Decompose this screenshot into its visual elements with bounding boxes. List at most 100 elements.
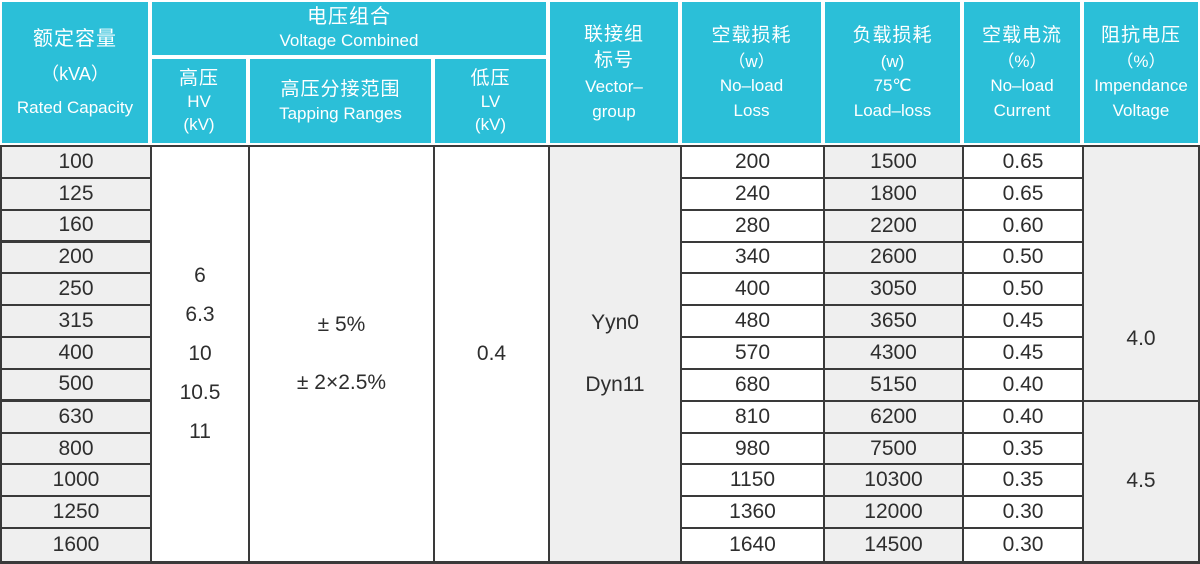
capacity-cell: 630 bbox=[2, 401, 152, 434]
header-no-load-loss-en1: No–load bbox=[719, 76, 784, 96]
capacity-cell: 100 bbox=[2, 147, 152, 179]
hv-values-cell: 6 6.3 10 10.5 11 bbox=[152, 147, 250, 561]
hv-value: 11 bbox=[189, 419, 211, 443]
header-impedance-zh: 阻抗电压 bbox=[1100, 24, 1181, 46]
no-load-current-cell: 0.30 bbox=[964, 529, 1084, 561]
header-no-load-current-zh: 空载电流 bbox=[981, 24, 1062, 46]
header-no-load-current-unit: （%） bbox=[997, 51, 1047, 71]
load-loss-cell: 2600 bbox=[825, 242, 964, 275]
capacity-cell: 315 bbox=[2, 306, 152, 339]
no-load-loss-cell: 340 bbox=[682, 242, 825, 275]
load-loss-cell: 1500 bbox=[825, 147, 964, 179]
header-no-load-loss-zh: 空载损耗 bbox=[711, 24, 792, 46]
header-lv: 低压 LV (kV) bbox=[435, 59, 546, 143]
load-loss-cell: 10300 bbox=[825, 465, 964, 498]
header-voltage-combined-group: 电压组合 Voltage Combined 高压 HV (kV) 高压分接范围 … bbox=[150, 0, 548, 145]
capacity-cell: 500 bbox=[2, 369, 152, 402]
no-load-loss-cell: 240 bbox=[682, 178, 825, 211]
tapping-ranges-cell: ± 5% ± 2×2.5% bbox=[250, 147, 435, 561]
header-no-load-current-en1: No–load bbox=[990, 76, 1054, 96]
header-vector-en2: group bbox=[592, 101, 636, 121]
lv-value: 0.4 bbox=[476, 341, 507, 365]
no-load-current-cell: 0.35 bbox=[964, 465, 1084, 498]
tapping-value: ± 2×2.5% bbox=[296, 370, 387, 394]
no-load-loss-cell: 200 bbox=[682, 147, 825, 179]
header-voltage-combined: 电压组合 Voltage Combined bbox=[152, 2, 546, 55]
load-loss-cell: 2200 bbox=[825, 210, 964, 243]
hv-value: 6 bbox=[194, 263, 206, 287]
hv-value: 6.3 bbox=[185, 302, 215, 326]
no-load-current-cell: 0.30 bbox=[964, 497, 1084, 530]
no-load-current-cell: 0.40 bbox=[964, 401, 1084, 434]
header-lv-en: LV bbox=[480, 92, 501, 112]
header-rated-capacity-unit: （kVA） bbox=[41, 63, 109, 84]
load-loss-cell: 7500 bbox=[825, 433, 964, 466]
header-vector-en1: Vector– bbox=[585, 77, 643, 97]
tapping-value: ± 5% bbox=[317, 312, 366, 336]
header-load-loss-en: Load–loss bbox=[853, 100, 932, 120]
header-no-load-current: 空载电流 （%） No–load Current bbox=[964, 2, 1080, 143]
no-load-loss-cell: 1640 bbox=[682, 529, 825, 561]
capacity-cell: 1250 bbox=[2, 497, 152, 530]
capacity-cell: 400 bbox=[2, 338, 152, 370]
header-lv-unit: (kV) bbox=[474, 114, 507, 134]
vector-group-cell: Yyn0 Dyn11 bbox=[550, 147, 682, 561]
hv-value: 10.5 bbox=[179, 380, 221, 404]
header-rated-capacity-en: Rated Capacity bbox=[16, 97, 134, 117]
load-loss-cell: 14500 bbox=[825, 529, 964, 561]
no-load-loss-cell: 480 bbox=[682, 306, 825, 339]
header-voltage-combined-zh: 电压组合 bbox=[307, 6, 391, 29]
header-rated-capacity: 额定容量 （kVA） Rated Capacity bbox=[2, 2, 148, 143]
load-loss-cell: 5150 bbox=[825, 369, 964, 402]
header-tapping-en: Tapping Ranges bbox=[279, 103, 402, 123]
load-loss-cell: 3650 bbox=[825, 306, 964, 339]
no-load-loss-cell: 980 bbox=[682, 433, 825, 466]
header-load-loss-zh: 负载损耗 bbox=[852, 24, 933, 46]
header-no-load-loss-unit: （w） bbox=[728, 51, 775, 71]
header-no-load-loss-en2: Loss bbox=[733, 100, 770, 120]
no-load-current-cell: 0.40 bbox=[964, 369, 1084, 402]
header-hv-en: HV bbox=[187, 92, 211, 112]
capacity-cell: 1000 bbox=[2, 465, 152, 498]
load-loss-cell: 3050 bbox=[825, 274, 964, 307]
no-load-loss-cell: 1360 bbox=[682, 497, 825, 530]
header-voltage-combined-en: Voltage Combined bbox=[279, 31, 419, 51]
no-load-current-cell: 0.65 bbox=[964, 178, 1084, 211]
capacity-cell: 1600 bbox=[2, 529, 152, 561]
no-load-loss-cell: 280 bbox=[682, 210, 825, 243]
no-load-current-cell: 0.50 bbox=[964, 274, 1084, 307]
header-no-load-current-en2: Current bbox=[993, 100, 1051, 120]
header-hv-zh: 高压 bbox=[178, 67, 219, 89]
header-impedance-voltage: 阻抗电压 （%） Impendance Voltage bbox=[1084, 2, 1198, 143]
load-loss-cell: 4300 bbox=[825, 338, 964, 370]
header-load-loss-unit: (w) bbox=[880, 51, 905, 71]
no-load-current-cell: 0.50 bbox=[964, 242, 1084, 275]
header-vector-group: 联接组 标号 Vector– group bbox=[550, 2, 678, 143]
header-tapping-zh: 高压分接范围 bbox=[280, 78, 401, 100]
header-vector-zh1: 联接组 bbox=[583, 23, 644, 45]
impedance-cell: 4.5 bbox=[1084, 401, 1198, 561]
no-load-loss-cell: 680 bbox=[682, 369, 825, 402]
no-load-loss-cell: 400 bbox=[682, 274, 825, 307]
header-impedance-unit: （%） bbox=[1116, 51, 1166, 71]
no-load-current-cell: 0.65 bbox=[964, 147, 1084, 179]
header-rated-capacity-zh: 额定容量 bbox=[33, 27, 117, 50]
header-impedance-en1: Impendance bbox=[1094, 76, 1188, 96]
capacity-cell: 800 bbox=[2, 433, 152, 466]
no-load-loss-cell: 810 bbox=[682, 401, 825, 434]
no-load-current-cell: 0.45 bbox=[964, 306, 1084, 339]
load-loss-cell: 6200 bbox=[825, 401, 964, 434]
load-loss-cell: 12000 bbox=[825, 497, 964, 530]
header-tapping-ranges: 高压分接范围 Tapping Ranges bbox=[250, 59, 431, 143]
header-vector-zh2: 标号 bbox=[593, 50, 634, 72]
header-impedance-en2: Voltage bbox=[1112, 100, 1170, 120]
table-body: 6 6.3 10 10.5 11 ± 5% ± 2×2.5% 0.4 Yyn0 … bbox=[0, 145, 1200, 564]
no-load-current-cell: 0.45 bbox=[964, 338, 1084, 370]
capacity-cell: 200 bbox=[2, 242, 152, 275]
lv-value-cell: 0.4 bbox=[435, 147, 550, 561]
no-load-loss-cell: 1150 bbox=[682, 465, 825, 498]
header-hv: 高压 HV (kV) bbox=[152, 59, 246, 143]
table-header: 额定容量 （kVA） Rated Capacity 电压组合 Voltage C… bbox=[0, 0, 1200, 145]
vector-value: Dyn11 bbox=[585, 372, 645, 396]
header-load-loss: 负载损耗 (w) 75℃ Load–loss bbox=[825, 2, 960, 143]
